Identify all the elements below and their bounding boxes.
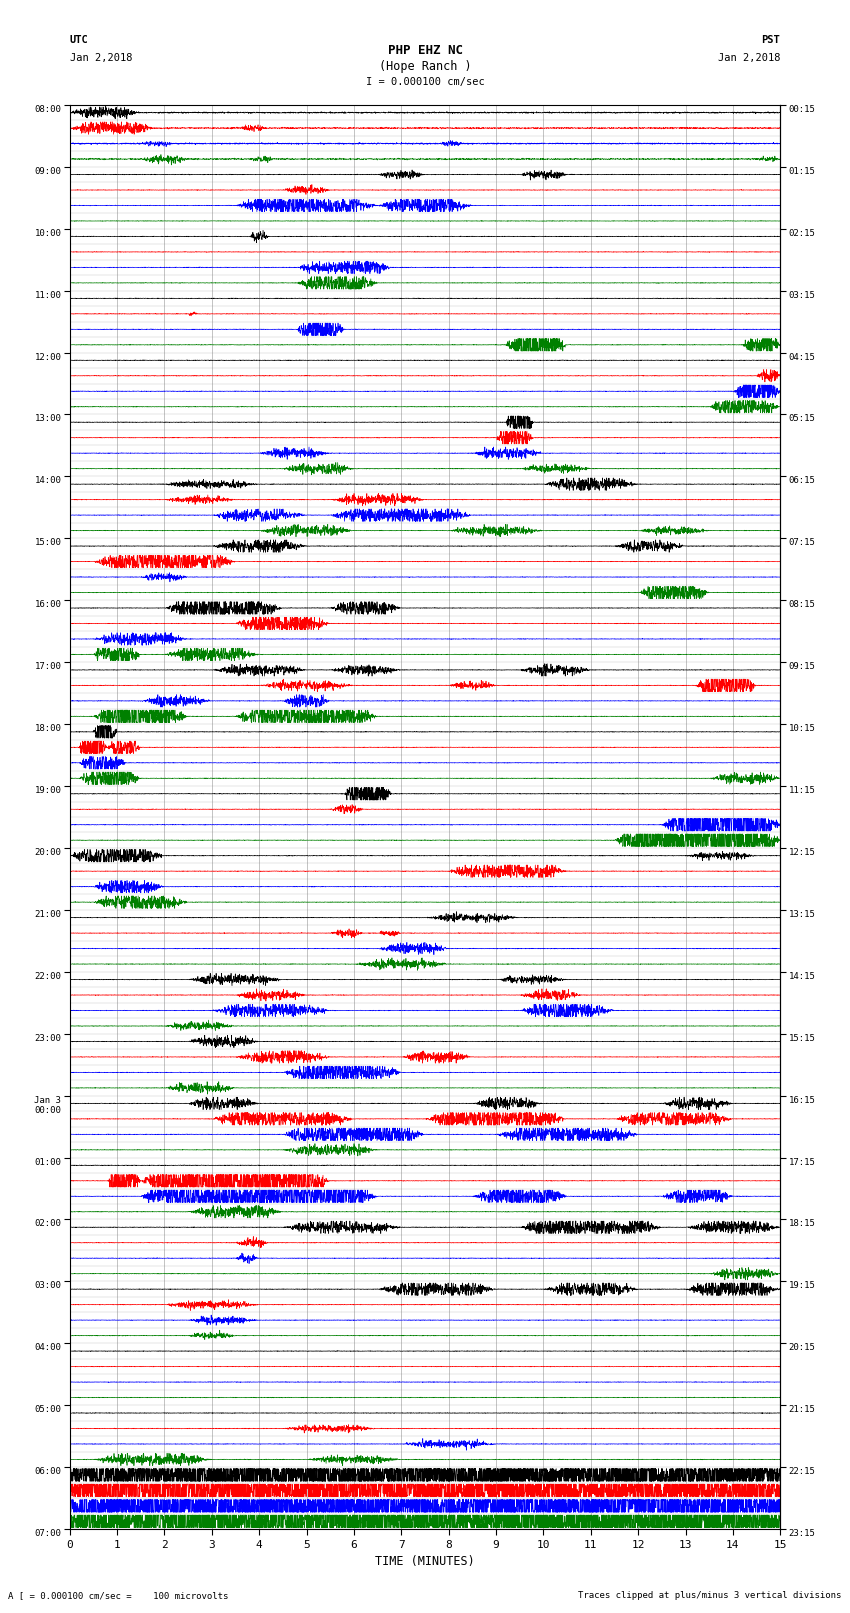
Text: Traces clipped at plus/minus 3 vertical divisions: Traces clipped at plus/minus 3 vertical …	[578, 1590, 842, 1600]
Text: PHP EHZ NC: PHP EHZ NC	[388, 44, 462, 56]
Text: Jan 2,2018: Jan 2,2018	[70, 53, 133, 63]
Text: PST: PST	[762, 35, 780, 45]
Text: I = 0.000100 cm/sec: I = 0.000100 cm/sec	[366, 77, 484, 87]
Text: (Hope Ranch ): (Hope Ranch )	[379, 60, 471, 73]
Text: A [ = 0.000100 cm/sec =    100 microvolts: A [ = 0.000100 cm/sec = 100 microvolts	[8, 1590, 229, 1600]
Text: UTC: UTC	[70, 35, 88, 45]
Text: Jan 2,2018: Jan 2,2018	[717, 53, 780, 63]
X-axis label: TIME (MINUTES): TIME (MINUTES)	[375, 1555, 475, 1568]
